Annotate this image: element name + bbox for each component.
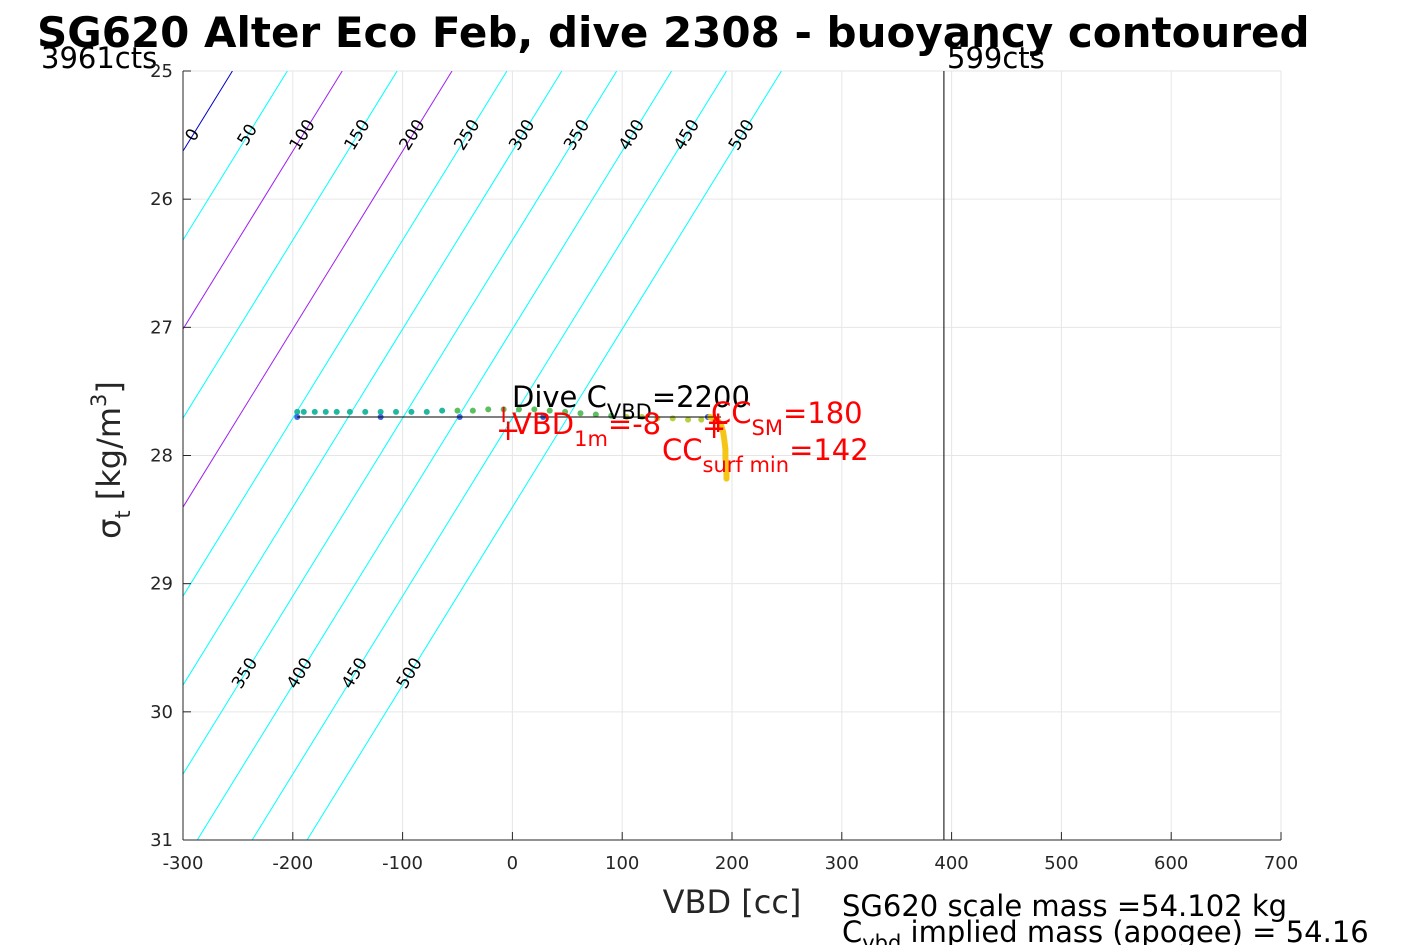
x-tick-label: -300 [163, 853, 204, 874]
contour-label-upper: 350 [560, 116, 594, 154]
x-tick-label: 500 [1044, 853, 1078, 874]
contour-line [183, 71, 288, 242]
buoyancy-contours [0, 71, 945, 840]
data-point [469, 407, 476, 414]
data-point [377, 408, 384, 415]
y-tick-label: 26 [150, 189, 173, 210]
data-point [592, 411, 599, 418]
contour-line [306, 71, 782, 840]
data-point [562, 408, 569, 415]
contour-label-upper: 0 [182, 125, 205, 145]
contour-label-upper: 450 [670, 116, 704, 154]
contour-label-lower: 500 [393, 654, 427, 692]
data-point [698, 416, 705, 423]
data-point [546, 407, 553, 414]
contour-label-upper: 200 [395, 116, 429, 154]
cc-surf-min-marker: + [706, 405, 730, 439]
data-point [669, 415, 676, 422]
data-point [346, 408, 353, 415]
chart-title: SG620 Alter Eco Feb, dive 2308 - buoyanc… [37, 8, 1310, 57]
data-point [685, 416, 692, 423]
y-tick-label: 25 [150, 61, 173, 82]
data-point [294, 408, 301, 415]
contour-line [183, 71, 453, 509]
y-tick-label: 29 [150, 574, 173, 595]
contour-line [0, 71, 13, 840]
data-point [322, 408, 329, 415]
data-point [485, 406, 492, 413]
y-axis-label: σt [kg/m3] [87, 381, 135, 539]
data-point [577, 410, 584, 417]
y-tick-label: 28 [150, 446, 173, 467]
contour-line [183, 71, 618, 776]
x-tick-label: -100 [382, 853, 423, 874]
contour-line [183, 71, 508, 598]
contour-label-upper: 150 [341, 116, 375, 154]
contour-line [183, 71, 563, 687]
contour-label-upper: 500 [725, 116, 759, 154]
footer-implied-mass: Cvbd implied mass (apogee) = 54.16 [842, 915, 1369, 945]
vbd-1m-marker: + [496, 413, 520, 447]
x-tick-label: 600 [1154, 853, 1188, 874]
contour-line [251, 71, 727, 840]
surface-trace [707, 414, 730, 482]
contour-line [0, 71, 68, 840]
data-point [333, 408, 340, 415]
contour-label-lower: 400 [283, 654, 317, 692]
y-tick-label: 30 [150, 702, 173, 723]
cc-surf-min-annotation: CCsurf min=142 [662, 433, 869, 477]
data-series [294, 406, 730, 482]
x-tick-label: -200 [272, 853, 313, 874]
contour-line [183, 71, 398, 420]
y-tick-label: 31 [150, 830, 173, 851]
data-point [439, 407, 446, 414]
axes: -300 -200 -100 0 100 200 300 400 500 600 700252627… [150, 61, 1298, 874]
cc-sm-annotation: CCSM=180 [711, 396, 863, 440]
contour-label-upper: 400 [615, 116, 649, 154]
contour-label-upper: 250 [450, 116, 484, 154]
x-tick-label: 200 [715, 853, 749, 874]
contour-label-upper: 300 [505, 116, 539, 154]
contour-line [196, 71, 673, 840]
vbd-1m-annotation: VBD1m=-8 [512, 407, 661, 451]
data-point [423, 408, 430, 415]
data-point [408, 408, 415, 415]
data-point [311, 408, 318, 415]
data-point [454, 407, 461, 414]
x-axis-label: VBD [cc] [663, 883, 802, 921]
corner-left-label: 3961cts [41, 41, 157, 75]
x-tick-label: 100 [605, 853, 639, 874]
contour-label-lower: 450 [338, 654, 372, 692]
contour-label-upper: 100 [286, 116, 320, 154]
corner-right-label: 599cts [947, 41, 1045, 75]
dive-c-vbd-annotation: Dive CVBD=2200 [512, 380, 750, 424]
cc-sm-marker: + [702, 411, 726, 445]
contour-line [183, 71, 343, 331]
y-tick-label: 27 [150, 317, 173, 338]
data-point [531, 406, 538, 413]
x-tick-label: 0 [507, 853, 518, 874]
contour-label-upper: 50 [234, 121, 262, 150]
contour-label-lower: 350 [228, 654, 262, 692]
x-tick-label: 400 [934, 853, 968, 874]
x-tick-label: 700 [1264, 853, 1298, 874]
data-point [300, 408, 307, 415]
footer-scale-mass: SG620 scale mass =54.102 kg [842, 889, 1287, 923]
x-tick-label: 300 [825, 853, 859, 874]
data-point [393, 408, 400, 415]
data-point [515, 406, 522, 413]
data-point [362, 408, 369, 415]
